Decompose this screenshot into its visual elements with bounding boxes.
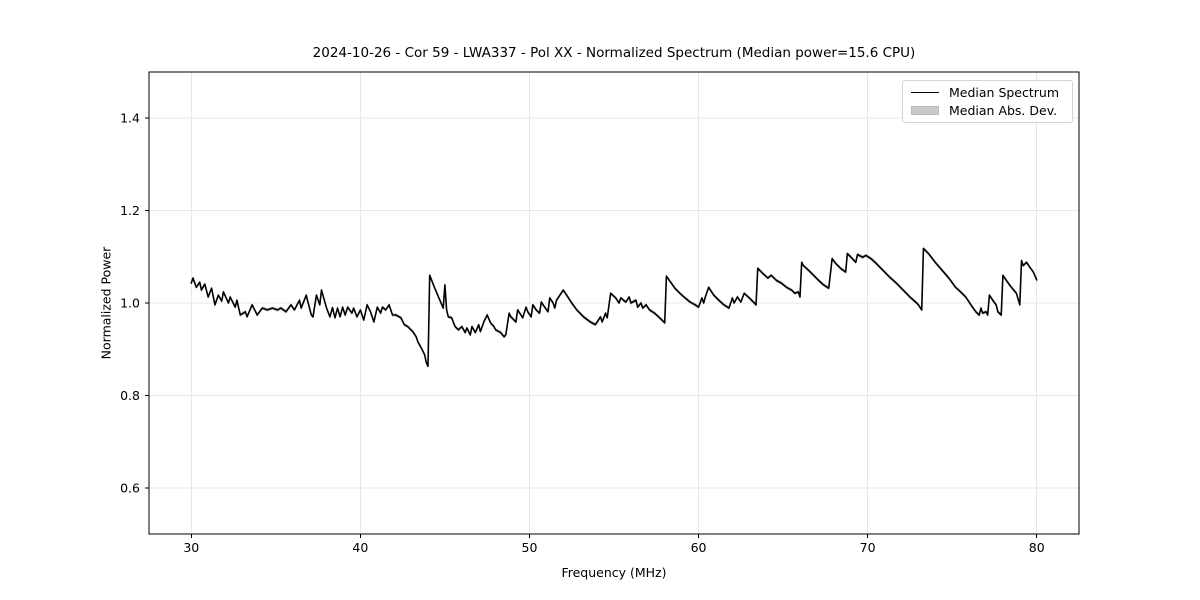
y-axis-label: Normalized Power [98, 246, 114, 360]
x-tick-label: 30 [183, 540, 199, 555]
y-tick-label: 1.0 [120, 296, 140, 311]
y-tick-label: 0.8 [120, 388, 140, 403]
legend-item-median-abs-dev: Median Abs. Dev. [909, 102, 1066, 121]
x-axis-label: Frequency (MHz) [561, 565, 667, 580]
y-tick-label: 1.2 [120, 203, 140, 218]
patch-swatch-icon [911, 106, 939, 116]
x-tick-label: 70 [860, 540, 876, 555]
y-tick-label: 0.6 [120, 480, 140, 495]
x-tick-label: 60 [691, 540, 707, 555]
line-swatch-icon [911, 91, 939, 93]
legend-label: Median Abs. Dev. [949, 103, 1058, 119]
x-tick-label: 50 [522, 540, 538, 555]
legend-item-median-spectrum: Median Spectrum [909, 83, 1066, 102]
x-tick-label: 40 [352, 540, 368, 555]
y-tick-label: 1.4 [120, 111, 140, 126]
legend-label: Median Spectrum [949, 84, 1060, 100]
chart-title: 2024-10-26 - Cor 59 - LWA337 - Pol XX - … [312, 45, 916, 61]
median-abs-dev-band [191, 246, 1037, 369]
legend: Median Spectrum Median Abs. Dev. [902, 80, 1073, 123]
x-tick-label: 80 [1029, 540, 1045, 555]
median-spectrum-line [190, 247, 1038, 368]
